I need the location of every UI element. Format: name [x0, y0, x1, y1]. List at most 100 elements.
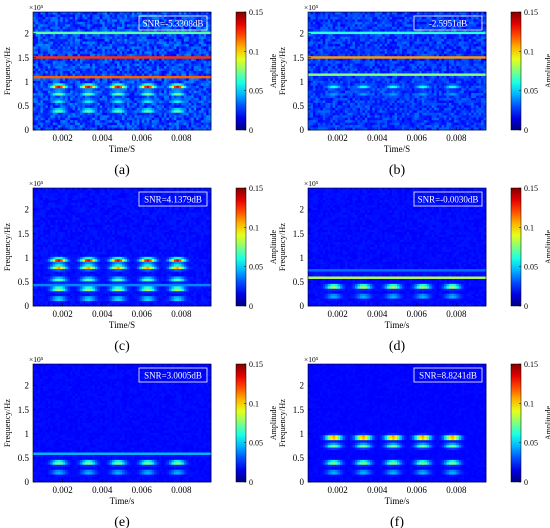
heatmap-cell: [35, 68, 39, 72]
heatmap-cell: [193, 53, 197, 57]
heatmap-cell: [201, 26, 204, 30]
heatmap-cell: [439, 51, 442, 55]
heatmap-cell: [119, 80, 123, 84]
heatmap-cell: [45, 34, 49, 37]
heatmap-cell: [124, 29, 128, 33]
heatmap-cell: [134, 41, 138, 45]
heatmap-cell: [134, 90, 138, 94]
heatmap-cell: [79, 56, 83, 60]
heatmap-cell: [468, 26, 472, 30]
heatmap-cell: [327, 31, 331, 35]
heatmap-cell: [97, 12, 101, 15]
heatmap-cell: [394, 51, 398, 55]
heatmap-cell: [354, 26, 358, 30]
heatmap-cell: [84, 61, 88, 65]
heatmap-cell: [112, 41, 115, 45]
heatmap-cell: [191, 66, 195, 69]
heatmap-cell: [52, 112, 56, 116]
heatmap-cell: [392, 19, 395, 23]
heatmap-cell: [173, 24, 177, 28]
heatmap-cell: [75, 58, 78, 62]
heatmap-cell: [308, 19, 311, 23]
heatmap-cell: [446, 43, 450, 47]
heatmap-cell: [201, 48, 204, 52]
heatmap-cell: [372, 61, 376, 65]
heatmap-cell: [67, 16, 71, 20]
heatmap-cell: [164, 68, 167, 72]
heatmap-cell: [122, 120, 125, 124]
heatmap-cell: [45, 88, 49, 92]
heatmap-cell: [191, 105, 195, 109]
heatmap-cell: [97, 29, 101, 33]
heatmap-cell: [156, 98, 160, 101]
heatmap-cell: [67, 66, 71, 69]
heatmap-cell: [79, 125, 83, 128]
colorbar-tick-label: 0.1: [249, 47, 259, 56]
heatmap-cell: [335, 16, 339, 20]
heatmap-cell: [369, 36, 373, 40]
heatmap-cell: [315, 26, 319, 30]
heatmap-cell: [72, 98, 76, 101]
heatmap-cell: [136, 48, 140, 52]
heatmap-cell: [389, 12, 393, 15]
heatmap-cell: [198, 61, 202, 65]
heatmap-cell: [141, 100, 145, 104]
heatmap-cell: [82, 90, 86, 94]
heatmap-cell: [62, 73, 66, 77]
heatmap-cell: [206, 112, 209, 116]
heatmap-cell: [409, 51, 413, 55]
heatmap-cell: [310, 14, 314, 18]
heatmap-cell: [87, 95, 91, 99]
heatmap-cell: [196, 51, 200, 55]
heatmap-cell: [45, 100, 49, 104]
heatmap-cell: [171, 66, 175, 69]
heatmap-cell: [203, 120, 207, 124]
heatmap-cell: [35, 127, 39, 131]
heatmap-cell: [92, 21, 96, 25]
heatmap-cell: [466, 31, 470, 35]
heatmap-cell: [196, 95, 200, 99]
heatmap-cell: [208, 46, 212, 50]
heatmap-cell: [397, 46, 400, 50]
heatmap-cell: [139, 105, 143, 109]
heatmap-cell: [107, 68, 111, 72]
heatmap-cell: [382, 16, 386, 20]
heatmap-cell: [40, 12, 44, 15]
heatmap-cell: [67, 21, 71, 25]
heatmap-cell: [40, 75, 44, 79]
heatmap-cell: [350, 36, 353, 40]
heatmap-cell: [478, 51, 482, 55]
heatmap-cell: [473, 53, 477, 57]
heatmap-cell: [131, 90, 135, 94]
heatmap-cell: [461, 39, 465, 42]
heatmap-cell: [129, 107, 133, 111]
heatmap-cell: [109, 51, 113, 55]
heatmap-cell: [72, 14, 76, 18]
heatmap-cell: [367, 43, 371, 47]
heatmap-cell: [109, 93, 113, 96]
heatmap-cell: [379, 53, 383, 57]
heatmap-cell: [171, 41, 175, 45]
heatmap-cell: [483, 12, 487, 15]
heatmap-cell: [141, 63, 145, 67]
heatmap-cell: [342, 39, 346, 42]
heatmap-cell: [159, 63, 162, 67]
heatmap-cell: [481, 46, 484, 50]
heatmap-cell: [42, 19, 46, 23]
heatmap-cell: [203, 19, 207, 23]
heatmap-cell: [159, 56, 162, 60]
heatmap-cell: [149, 16, 153, 20]
heatmap-cell: [126, 14, 130, 18]
heatmap-cell: [387, 26, 390, 30]
heatmap-cell: [374, 51, 378, 55]
heatmap-cell: [57, 105, 61, 109]
heatmap-cell: [317, 14, 321, 18]
heatmap-cell: [89, 115, 93, 119]
heatmap-cell: [119, 83, 123, 87]
heatmap-cell: [414, 48, 418, 52]
heatmap-cell: [70, 63, 73, 67]
heatmap-cell: [144, 122, 148, 126]
heatmap-cell: [176, 85, 180, 89]
heatmap-cell: [171, 16, 175, 20]
heatmap-cell: [332, 31, 336, 35]
